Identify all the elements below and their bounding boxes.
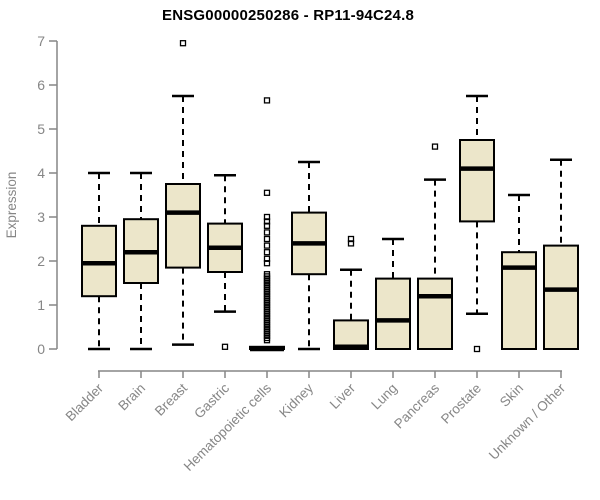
boxplot-breast: [165, 40, 201, 346]
outlier-marker: [263, 337, 271, 344]
category-label: Brain: [115, 381, 148, 414]
outlier-marker: [263, 222, 271, 229]
outlier-marker: [263, 229, 271, 236]
y-tick-label: 5: [37, 121, 45, 137]
iqr-box: [543, 244, 579, 351]
category-label: Kidney: [276, 380, 316, 420]
y-tick-label: 6: [37, 77, 45, 93]
category-label: Liver: [327, 380, 359, 412]
boxplot-unknown-other: [543, 158, 579, 351]
y-axis-title: Expression: [4, 172, 19, 239]
iqr-box: [459, 139, 495, 223]
category-label: Lung: [368, 381, 400, 413]
y-tick-label: 4: [37, 165, 45, 181]
y-tick-label: 0: [37, 341, 45, 357]
category-label: Bladder: [63, 380, 107, 424]
chart-title: ENSG00000250286 - RP11-94C24.8: [161, 7, 414, 24]
category-label: Breast: [152, 380, 190, 418]
boxplot-skin: [501, 193, 537, 350]
outlier-marker: [263, 260, 271, 267]
outlier-marker: [347, 240, 355, 247]
category-label: Gastric: [191, 380, 232, 421]
outlier-marker: [263, 235, 271, 243]
iqr-box: [165, 183, 201, 269]
y-tick-label: 2: [37, 253, 45, 269]
boxplot-gastric: [207, 173, 243, 350]
outlier-marker: [473, 345, 481, 353]
boxplot-liver: [333, 235, 369, 350]
outlier-marker: [221, 343, 229, 350]
iqr-box: [375, 277, 411, 351]
outlier-marker: [263, 242, 271, 249]
iqr-box: [417, 277, 453, 351]
outlier-marker: [179, 40, 187, 47]
boxplot-kidney: [291, 160, 327, 351]
boxplot-brain: [123, 171, 159, 351]
outlier-marker: [263, 249, 271, 256]
category-label: Pancreas: [391, 380, 442, 431]
y-tick-label: 1: [37, 297, 45, 313]
outlier-marker: [431, 143, 439, 150]
boxplot-hematopoietic-cells: [249, 97, 285, 352]
boxplot-pancreas: [417, 143, 453, 351]
boxplot-prostate: [459, 94, 495, 353]
category-label: Prostate: [438, 381, 484, 427]
boxplot-lung: [375, 237, 411, 351]
y-tick-label: 3: [37, 209, 45, 225]
y-tick-label: 7: [37, 33, 45, 49]
outlier-marker: [263, 189, 271, 196]
category-label: Unknown / Other: [486, 380, 569, 463]
iqr-box: [333, 319, 369, 350]
category-label: Skin: [497, 381, 526, 410]
outlier-marker: [263, 97, 271, 104]
boxplot-bladder: [81, 171, 117, 351]
